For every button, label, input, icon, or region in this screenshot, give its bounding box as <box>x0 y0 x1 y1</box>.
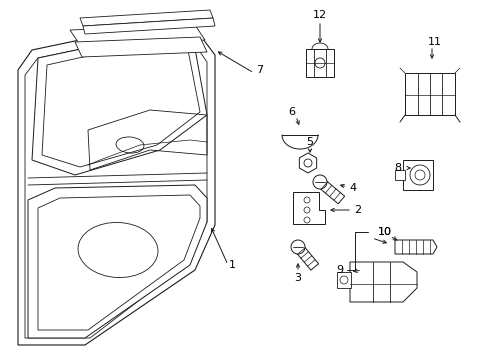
Circle shape <box>313 175 327 189</box>
Text: 5: 5 <box>307 137 314 147</box>
Bar <box>337 272 351 288</box>
Polygon shape <box>299 153 317 173</box>
Text: 6: 6 <box>289 107 295 117</box>
Text: 11: 11 <box>428 37 442 47</box>
Polygon shape <box>350 262 417 302</box>
Polygon shape <box>317 178 344 204</box>
Polygon shape <box>28 185 207 338</box>
Text: 9: 9 <box>337 265 343 275</box>
Polygon shape <box>294 244 318 270</box>
Polygon shape <box>75 37 207 57</box>
Bar <box>405 73 455 115</box>
Polygon shape <box>18 20 215 345</box>
Circle shape <box>291 240 305 254</box>
Text: 8: 8 <box>394 163 402 173</box>
Text: 12: 12 <box>313 10 327 20</box>
Text: 10: 10 <box>378 227 392 237</box>
Text: 3: 3 <box>294 273 301 283</box>
Polygon shape <box>80 10 213 26</box>
Text: 1: 1 <box>228 260 236 270</box>
Text: 2: 2 <box>354 205 362 215</box>
Text: 10: 10 <box>378 227 392 237</box>
Polygon shape <box>83 18 215 34</box>
Text: 7: 7 <box>256 65 264 75</box>
Bar <box>395 170 405 180</box>
Bar <box>403 160 433 190</box>
Polygon shape <box>395 240 437 254</box>
Text: 4: 4 <box>349 183 357 193</box>
Polygon shape <box>32 30 207 175</box>
Bar <box>306 49 334 77</box>
Polygon shape <box>70 25 205 45</box>
Polygon shape <box>293 192 325 224</box>
